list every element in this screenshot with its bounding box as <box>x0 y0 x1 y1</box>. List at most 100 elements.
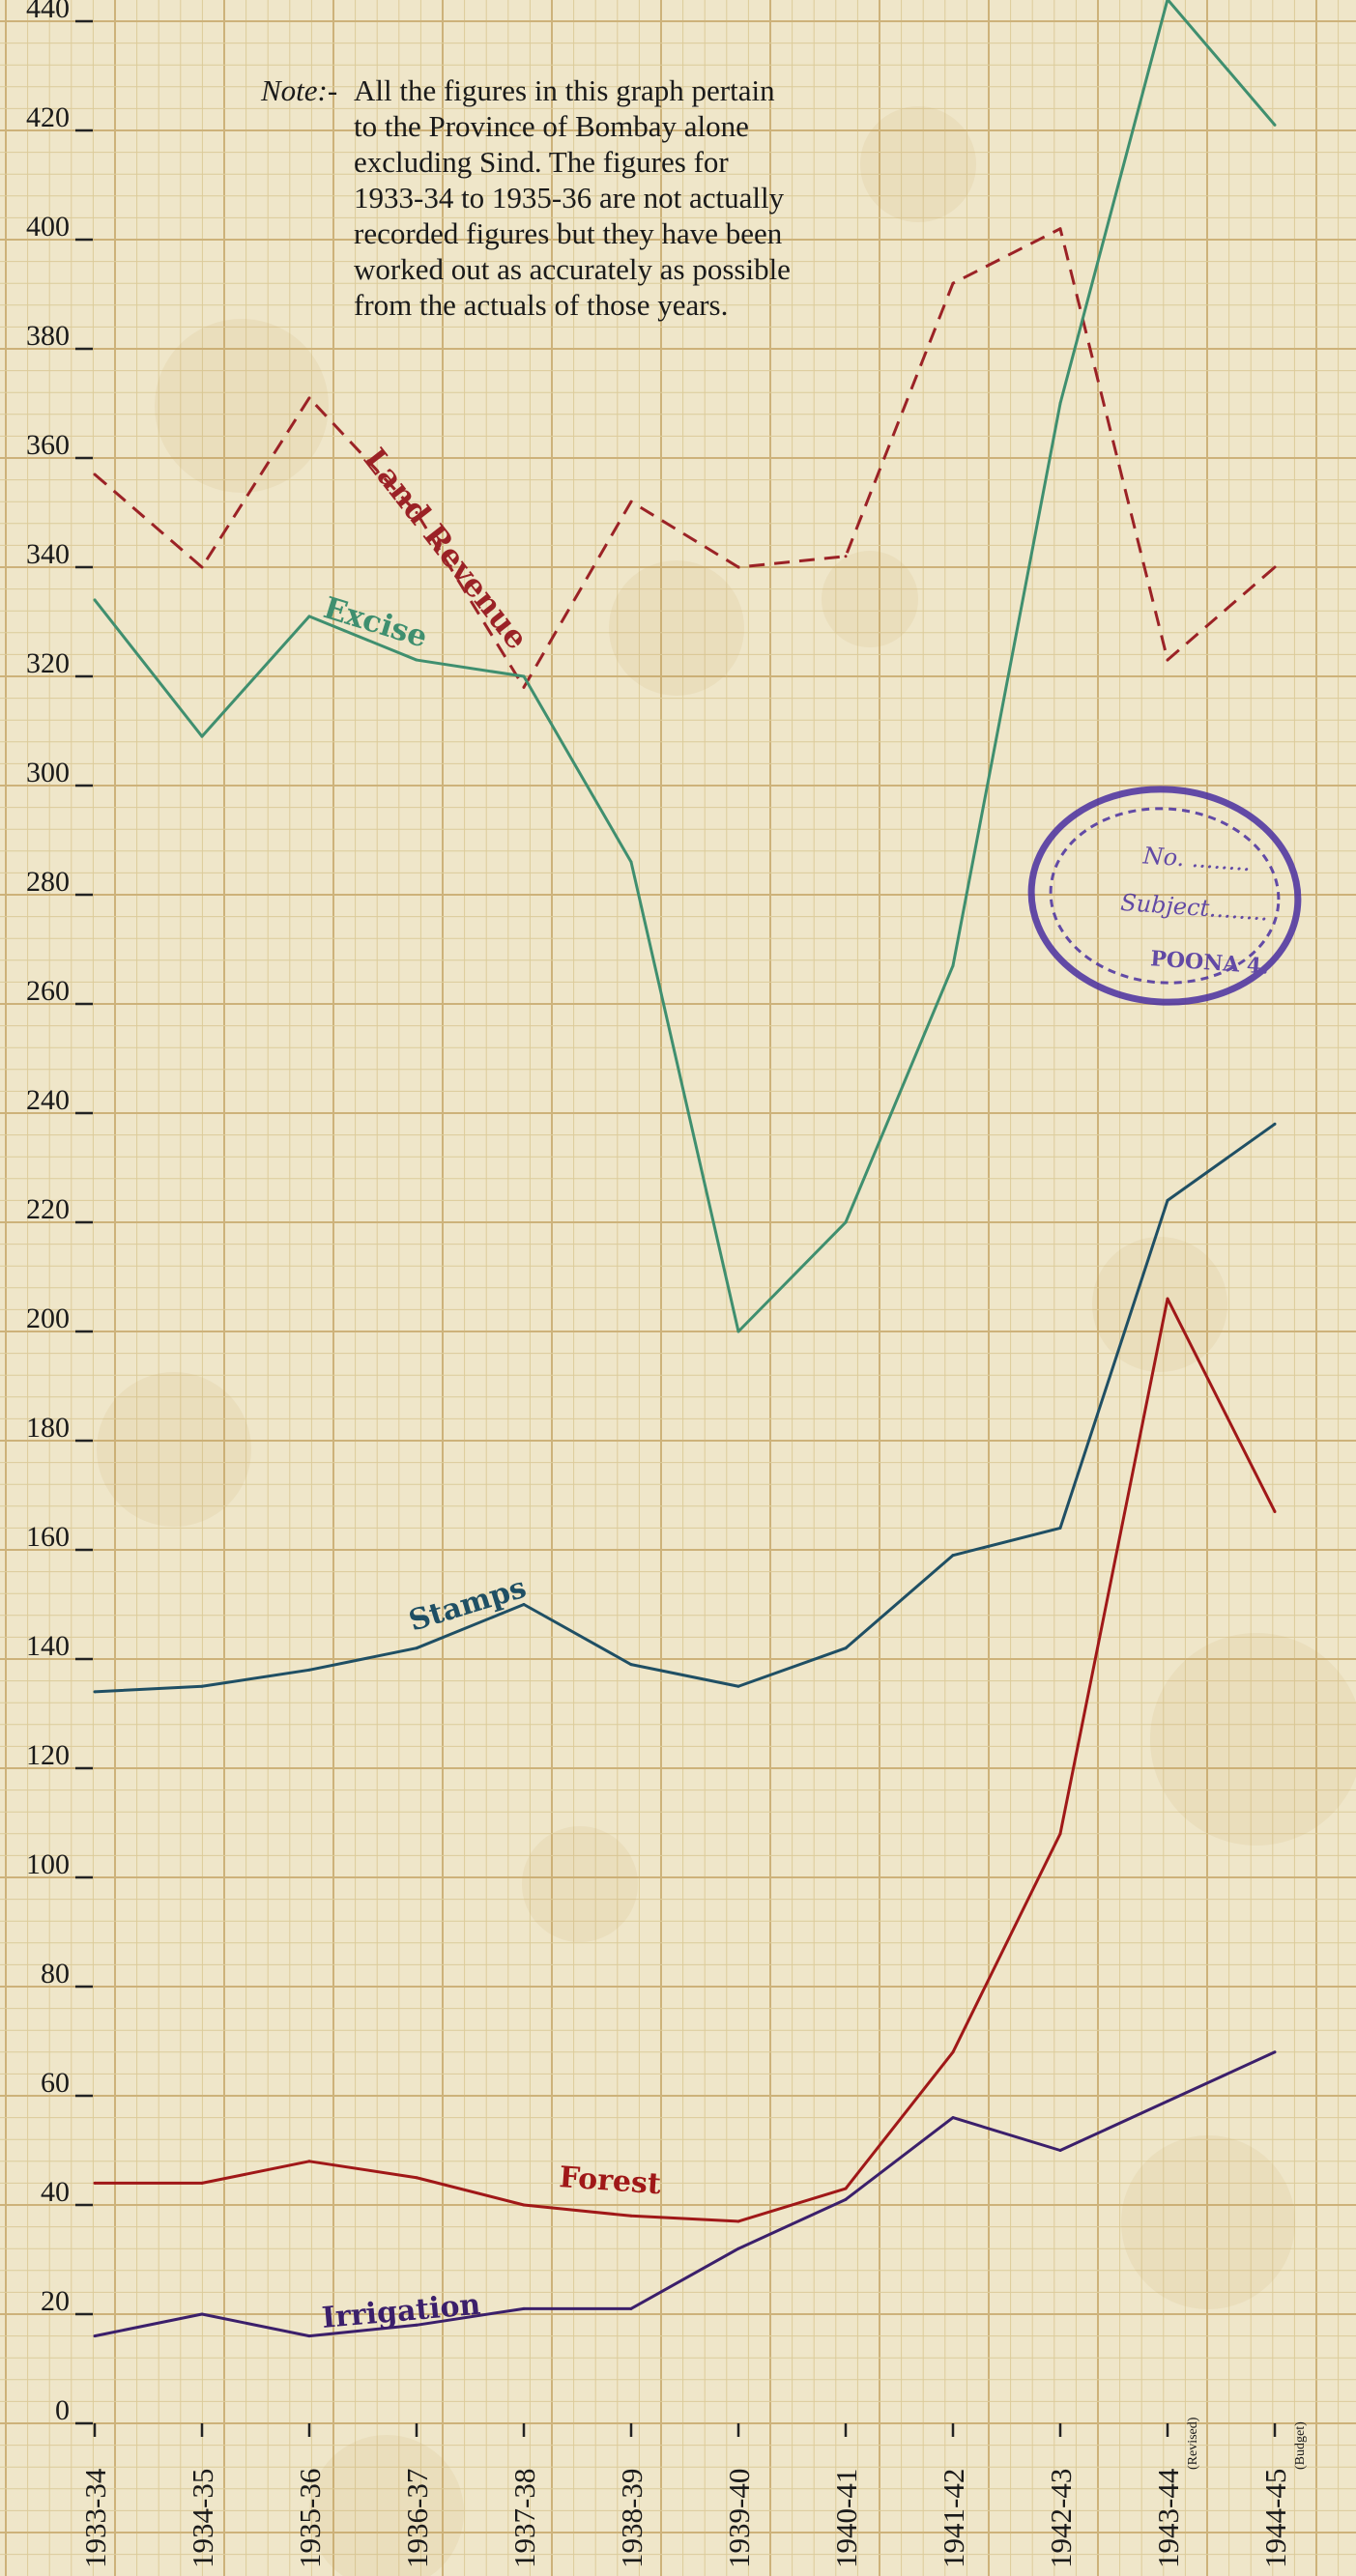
x-tick-note: (Revised) <box>1186 2417 1200 2470</box>
note-line: worked out as accurately as possible <box>354 252 791 286</box>
data-point <box>1058 227 1062 231</box>
data-point <box>415 1646 418 1650</box>
data-point <box>307 2160 311 2163</box>
data-point <box>200 2312 204 2316</box>
data-point <box>1273 1509 1277 1513</box>
paper-stain <box>860 106 976 222</box>
x-tick-label: 1944-45 <box>1258 2469 1292 2568</box>
note-line: 1933-34 to 1935-36 are not actually <box>354 181 785 215</box>
y-tick-label: 280 <box>26 866 70 898</box>
data-point <box>951 281 955 285</box>
y-tick-label: 140 <box>26 1630 70 1662</box>
x-tick-note: (Budget) <box>1293 2421 1308 2470</box>
series-line-excise <box>93 0 1277 1333</box>
paper-stain <box>822 551 918 647</box>
y-tick-label: 440 <box>26 0 70 24</box>
x-tick-label: 1940-41 <box>829 2469 863 2568</box>
data-point <box>951 2050 955 2054</box>
data-point <box>522 674 526 678</box>
y-tick-label: 100 <box>26 1848 70 1880</box>
y-tick-label: 340 <box>26 538 70 570</box>
y-tick-label: 200 <box>26 1302 70 1334</box>
y-tick-label: 60 <box>41 2067 70 2099</box>
x-tick-label: 1943-44 <box>1151 2468 1185 2568</box>
data-point <box>736 1684 740 1688</box>
data-point <box>522 685 526 689</box>
data-point <box>93 598 97 602</box>
x-tick-label: 1938-39 <box>615 2469 649 2568</box>
data-point <box>522 2203 526 2207</box>
data-point <box>1058 1526 1062 1530</box>
x-tick-label: 1939-40 <box>722 2469 756 2568</box>
y-tick-label: 260 <box>26 975 70 1007</box>
data-point <box>93 2181 97 2185</box>
paper-stain <box>609 560 744 696</box>
series-lines <box>93 0 1277 2338</box>
data-point <box>736 2219 740 2223</box>
paper-stain <box>1121 2135 1295 2309</box>
data-point <box>1166 0 1169 1</box>
data-point <box>736 2247 740 2250</box>
data-point <box>93 472 97 476</box>
y-tick-label: 400 <box>26 211 70 243</box>
y-axis: 0 20 40 60 80 100 120 140 160 180 200 220 240 260 280 3… <box>26 0 93 2426</box>
data-point <box>629 1663 633 1667</box>
y-tick-label: 300 <box>26 757 70 788</box>
data-point <box>307 2334 311 2338</box>
data-point <box>307 396 311 400</box>
data-point <box>415 2176 418 2180</box>
y-tick-label: 420 <box>26 101 70 133</box>
data-point <box>415 511 418 514</box>
data-point <box>1166 1297 1169 1301</box>
paper-stains <box>97 106 1356 2576</box>
y-tick-label: 120 <box>26 1739 70 1771</box>
data-point <box>844 2197 848 2201</box>
data-point <box>844 1646 848 1650</box>
data-point <box>1166 2100 1169 2104</box>
stamp-inner-ring <box>1049 807 1281 985</box>
note-line: from the actuals of those years. <box>354 288 728 322</box>
data-point <box>629 2306 633 2310</box>
data-point <box>736 565 740 569</box>
note-line: to the Province of Bombay alone <box>354 109 749 143</box>
note: Note:- All the figures in this graph per… <box>260 73 791 322</box>
y-tick-label: 220 <box>26 1193 70 1225</box>
x-tick-label: 1942-43 <box>1044 2469 1078 2568</box>
data-point <box>415 2323 418 2327</box>
y-tick-label: 320 <box>26 647 70 679</box>
y-tick-label: 240 <box>26 1084 70 1116</box>
data-point <box>93 2334 97 2338</box>
data-point <box>951 1554 955 1558</box>
data-point <box>629 2214 633 2218</box>
note-line: recorded figures but they have been <box>354 216 783 250</box>
y-tick-label: 80 <box>41 1958 70 1989</box>
data-point <box>1058 2149 1062 2152</box>
y-tick-label: 20 <box>41 2285 70 2317</box>
data-point <box>1273 565 1277 569</box>
data-point <box>1273 2050 1277 2054</box>
paper-stain <box>97 1372 251 1527</box>
paper-stain <box>309 2435 464 2576</box>
note-prefix: Note:- <box>260 73 337 107</box>
y-tick-label: 380 <box>26 320 70 352</box>
data-point <box>844 2187 848 2190</box>
data-point <box>1166 1198 1169 1202</box>
data-point <box>415 658 418 662</box>
data-point <box>522 1603 526 1606</box>
note-line: All the figures in this graph pertain <box>354 73 775 107</box>
data-point <box>629 500 633 503</box>
data-point <box>200 2181 204 2185</box>
office-stamp: No. ........ Subject........ POONA 4. <box>1027 786 1302 1006</box>
series-line-forest <box>95 1297 1277 2223</box>
data-point <box>844 1220 848 1224</box>
data-point <box>200 565 204 569</box>
data-point <box>1273 123 1277 127</box>
x-tick-label: 1933-34 <box>78 2468 112 2568</box>
data-point <box>844 555 848 558</box>
x-tick-label: 1935-36 <box>293 2469 327 2568</box>
data-point <box>1058 1832 1062 1836</box>
data-point <box>93 1690 97 1694</box>
